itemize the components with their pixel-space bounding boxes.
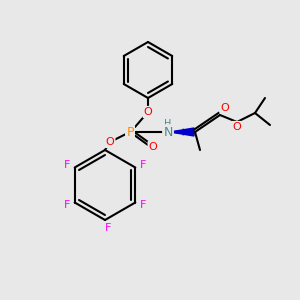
Text: F: F bbox=[64, 160, 70, 170]
Text: H: H bbox=[164, 119, 172, 129]
Text: O: O bbox=[232, 122, 242, 132]
Polygon shape bbox=[170, 128, 194, 136]
Text: O: O bbox=[144, 107, 152, 117]
Text: F: F bbox=[140, 200, 146, 211]
Polygon shape bbox=[168, 129, 193, 135]
Text: O: O bbox=[220, 103, 230, 113]
Text: F: F bbox=[64, 200, 70, 211]
Text: P: P bbox=[126, 125, 134, 139]
Text: F: F bbox=[140, 160, 146, 170]
Text: N: N bbox=[163, 125, 173, 139]
Text: O: O bbox=[106, 137, 114, 147]
Text: O: O bbox=[148, 142, 158, 152]
Text: F: F bbox=[105, 223, 111, 233]
